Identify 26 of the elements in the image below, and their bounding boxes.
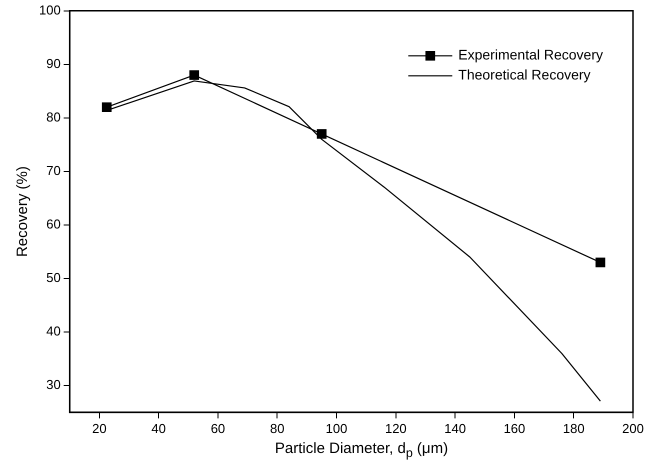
x-tick-label: 160 [504,420,526,436]
x-tick-label: 180 [562,420,585,436]
x-tick-label: 20 [92,420,107,436]
x-axis-title: Particle Diameter, d$_{p}$ (μm) [274,440,450,460]
x-tick-label: 140 [444,420,466,436]
point [596,258,606,268]
y-tick-label: 30 [46,377,61,392]
y-tick-label: 90 [46,56,61,71]
y-tick-label: 80 [46,109,61,124]
y-tick-label: 40 [46,324,61,339]
y-tick-label: 100 [38,2,61,18]
point [189,70,200,80]
x-tick-label: 100 [326,420,348,436]
legend-label: Experimental Recovery [458,46,604,63]
point [102,102,112,112]
y-tick-label: 50 [46,270,61,286]
y-axis-title: Recovery (%) [14,166,32,258]
x-tick-label: 60 [210,420,226,436]
y-tick-label: 70 [46,163,61,178]
x-tick-label: 40 [151,420,166,436]
legend-label: Theoretical Recovery [458,66,591,83]
point [316,129,327,139]
x-tick-label: 80 [270,420,284,436]
x-tick-label: 120 [384,420,407,436]
x-tick-label: 200 [622,420,644,436]
y-tick-label: 60 [46,216,61,232]
